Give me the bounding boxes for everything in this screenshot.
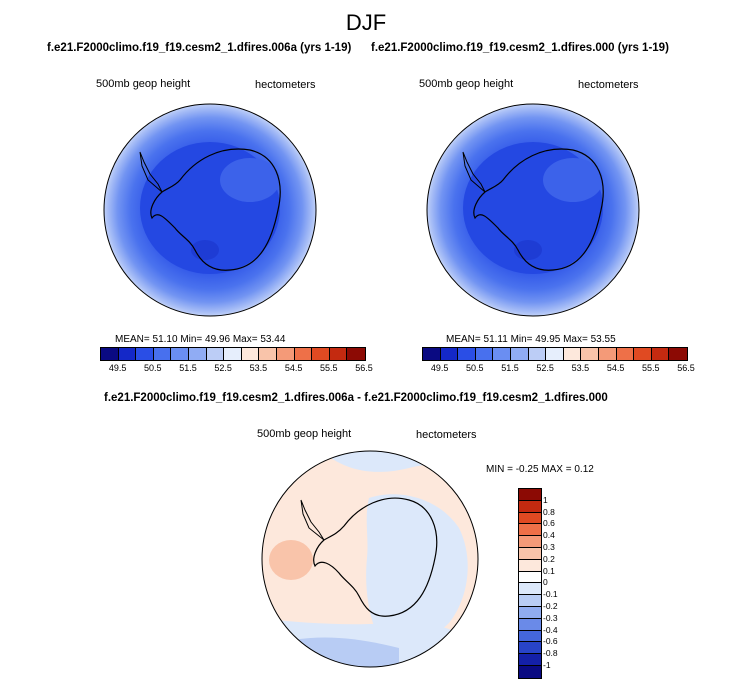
- colorbar-tick-label: 50.5: [144, 363, 162, 373]
- diff-panel-title: f.e21.F2000climo.f19_f19.cesm2_1.dfires.…: [104, 392, 608, 404]
- colorbar-swatch: [519, 512, 541, 525]
- colorbar-tick-label: 53.5: [249, 363, 268, 373]
- colorbar-tick-label: -0.1: [543, 589, 558, 600]
- colorbar-tick-label: -0.6: [543, 636, 558, 647]
- colorbar-swatch: [206, 348, 225, 360]
- colorbar-tick-label: 51.5: [501, 363, 519, 373]
- colorbar-tick-label: 0.4: [543, 530, 555, 541]
- colorbar-tick-label: 56.5: [677, 363, 695, 373]
- diff-variable-label: 500mb geop height: [257, 428, 352, 440]
- colorbar-tick-label: -1: [543, 660, 551, 670]
- colorbar-swatch: [510, 348, 529, 360]
- panel-1-variable-label: 500mb geop height: [96, 78, 191, 90]
- panel-2-stats: MEAN= 51.11 Min= 49.95 Max= 53.55: [446, 334, 616, 345]
- colorbar-tick-label: -0.3: [543, 612, 558, 623]
- colorbar-swatch: [259, 348, 277, 360]
- colorbar-swatch: [458, 348, 476, 360]
- colorbar-swatch: [118, 348, 137, 360]
- panel-2-title: f.e21.F2000climo.f19_f19.cesm2_1.dfires.…: [371, 42, 669, 54]
- panel-1-map: [103, 103, 317, 317]
- colorbar-swatch: [598, 348, 617, 360]
- colorbar-tick-label: 0.1: [543, 565, 555, 576]
- colorbar-tick-label: -0.2: [543, 601, 558, 611]
- colorbar-tick-label: 53.5: [571, 363, 590, 373]
- colorbar-tick-label: 54.5: [284, 363, 303, 373]
- colorbar-swatch: [241, 348, 260, 360]
- colorbar-swatch: [519, 654, 541, 666]
- colorbar-swatch: [519, 547, 541, 560]
- colorbar-swatch: [519, 642, 541, 655]
- colorbar-tick-label: 49.5: [108, 363, 127, 373]
- colorbar-swatch: [423, 348, 441, 360]
- colorbar-swatch: [546, 348, 564, 360]
- colorbar-swatch: [519, 500, 541, 513]
- colorbar-tick-label: 56.5: [355, 363, 373, 373]
- panel-2-colorbar: [422, 347, 688, 361]
- colorbar-swatch: [224, 348, 242, 360]
- colorbar-swatch: [312, 348, 330, 360]
- colorbar-tick-label: 49.5: [430, 363, 449, 373]
- colorbar-swatch: [616, 348, 635, 360]
- panel-2-map: [426, 103, 640, 317]
- panel-2-variable-label: 500mb geop height: [419, 78, 514, 90]
- colorbar-swatch: [101, 348, 119, 360]
- colorbar-tick-label: 0.6: [543, 518, 555, 529]
- colorbar-swatch: [519, 571, 541, 584]
- colorbar-swatch: [581, 348, 599, 360]
- diff-units-label: hectometers: [416, 429, 477, 441]
- colorbar-tick-label: 51.5: [179, 363, 197, 373]
- colorbar-swatch: [519, 536, 541, 548]
- colorbar-tick-label: 1: [543, 494, 548, 505]
- colorbar-swatch: [519, 524, 541, 537]
- colorbar-swatch: [276, 348, 295, 360]
- colorbar-tick-label: 0.8: [543, 506, 555, 517]
- panel-1-title: f.e21.F2000climo.f19_f19.cesm2_1.dfires.…: [47, 42, 352, 54]
- panel-1-stats: MEAN= 51.10 Min= 49.96 Max= 53.44: [115, 334, 286, 345]
- colorbar-swatch: [294, 348, 313, 360]
- colorbar-swatch: [347, 348, 365, 360]
- panel-2-colorbar-ticks: 49.5 50.5 51.5 52.5 53.5 54.5 55.5 56.5: [422, 363, 695, 375]
- colorbar-swatch: [651, 348, 670, 360]
- diff-stats: MIN = -0.25 MAX = 0.12: [486, 464, 594, 475]
- colorbar-swatch: [669, 348, 687, 360]
- colorbar-swatch: [329, 348, 348, 360]
- panel-1-colorbar: [100, 347, 366, 361]
- colorbar-tick-label: 52.5: [536, 363, 554, 373]
- colorbar-tick-label: 50.5: [466, 363, 484, 373]
- colorbar-tick-label: 0: [543, 577, 548, 588]
- colorbar-swatch: [440, 348, 459, 360]
- colorbar-swatch: [153, 348, 172, 360]
- colorbar-swatch: [171, 348, 189, 360]
- colorbar-swatch: [136, 348, 154, 360]
- colorbar-swatch: [519, 559, 541, 572]
- colorbar-tick-label: -0.8: [543, 648, 558, 659]
- colorbar-swatch: [563, 348, 582, 360]
- colorbar-swatch: [519, 489, 541, 501]
- colorbar-swatch: [519, 606, 541, 619]
- colorbar-swatch: [519, 583, 541, 596]
- panel-1-units-label: hectometers: [255, 79, 316, 91]
- colorbar-swatch: [528, 348, 547, 360]
- colorbar-swatch: [475, 348, 494, 360]
- panel-2-units-label: hectometers: [578, 79, 639, 91]
- diff-colorbar: [518, 488, 542, 679]
- colorbar-tick-label: -0.4: [543, 624, 558, 635]
- colorbar-swatch: [519, 618, 541, 631]
- colorbar-tick-label: 55.5: [320, 363, 338, 373]
- colorbar-tick-label: 52.5: [214, 363, 232, 373]
- colorbar-swatch: [188, 348, 207, 360]
- colorbar-swatch: [634, 348, 652, 360]
- colorbar-tick-label: 0.2: [543, 553, 555, 564]
- colorbar-tick-label: 55.5: [642, 363, 660, 373]
- colorbar-swatch: [519, 595, 541, 607]
- panel-1-colorbar-ticks: 49.5 50.5 51.5 52.5 53.5 54.5 55.5 56.5: [100, 363, 373, 375]
- colorbar-swatch: [493, 348, 511, 360]
- diff-map: [261, 450, 479, 668]
- figure-title: DJF: [345, 10, 387, 35]
- colorbar-tick-label: 0.3: [543, 542, 555, 552]
- colorbar-tick-label: 54.5: [606, 363, 625, 373]
- colorbar-swatch: [519, 630, 541, 643]
